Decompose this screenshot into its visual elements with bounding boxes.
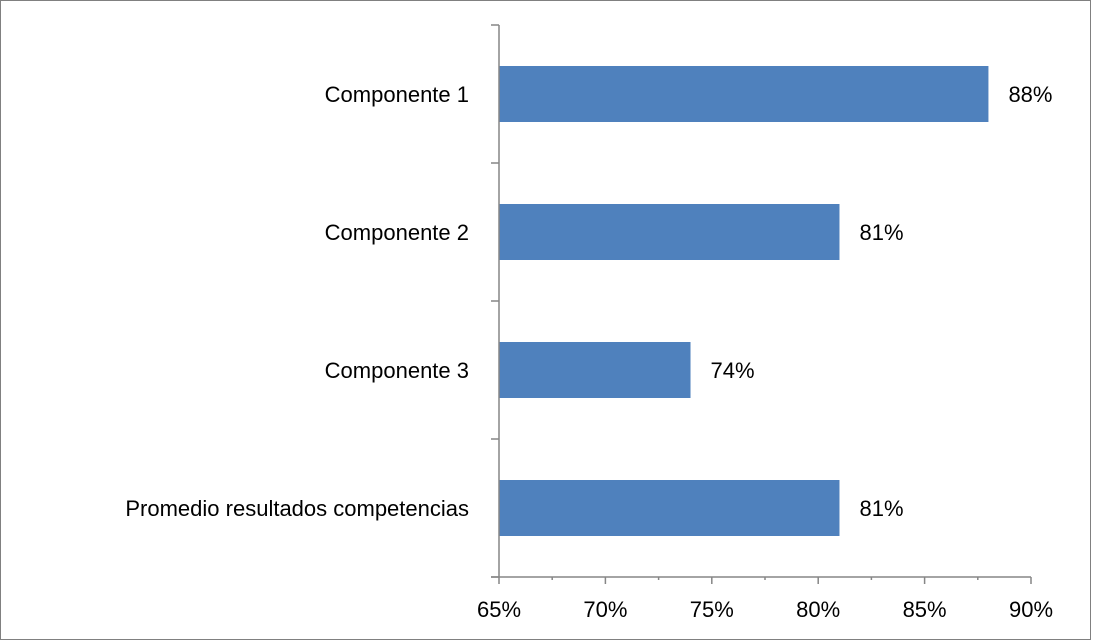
axes-group [491,24,1032,584]
bar-3 [499,342,691,398]
x-tick-label-5: 85% [903,597,947,622]
labels-group: Componente 1 88% Componente 2 81% Componente… [125,82,1053,622]
bar-1 [499,66,989,122]
bar-2 [499,204,840,260]
category-label-3: Componente 3 [325,358,469,383]
category-label-4: Promedio resultados competencias [125,496,469,521]
bar-chart: Componente 1 88% Componente 2 81% Componente… [125,24,1053,622]
data-label-4: 81% [859,496,903,521]
data-label-2: 81% [859,220,903,245]
category-label-1: Componente 1 [325,82,469,107]
x-tick-label-3: 75% [690,597,734,622]
bars-group [499,66,989,536]
x-tick-label-1: 65% [477,597,521,622]
x-tick-label-2: 70% [583,597,627,622]
bar-4 [499,480,840,536]
category-label-2: Componente 2 [325,220,469,245]
x-tick-label-6: 90% [1009,597,1053,622]
data-label-3: 74% [711,358,755,383]
x-tick-label-4: 80% [796,597,840,622]
data-label-1: 88% [1008,82,1052,107]
